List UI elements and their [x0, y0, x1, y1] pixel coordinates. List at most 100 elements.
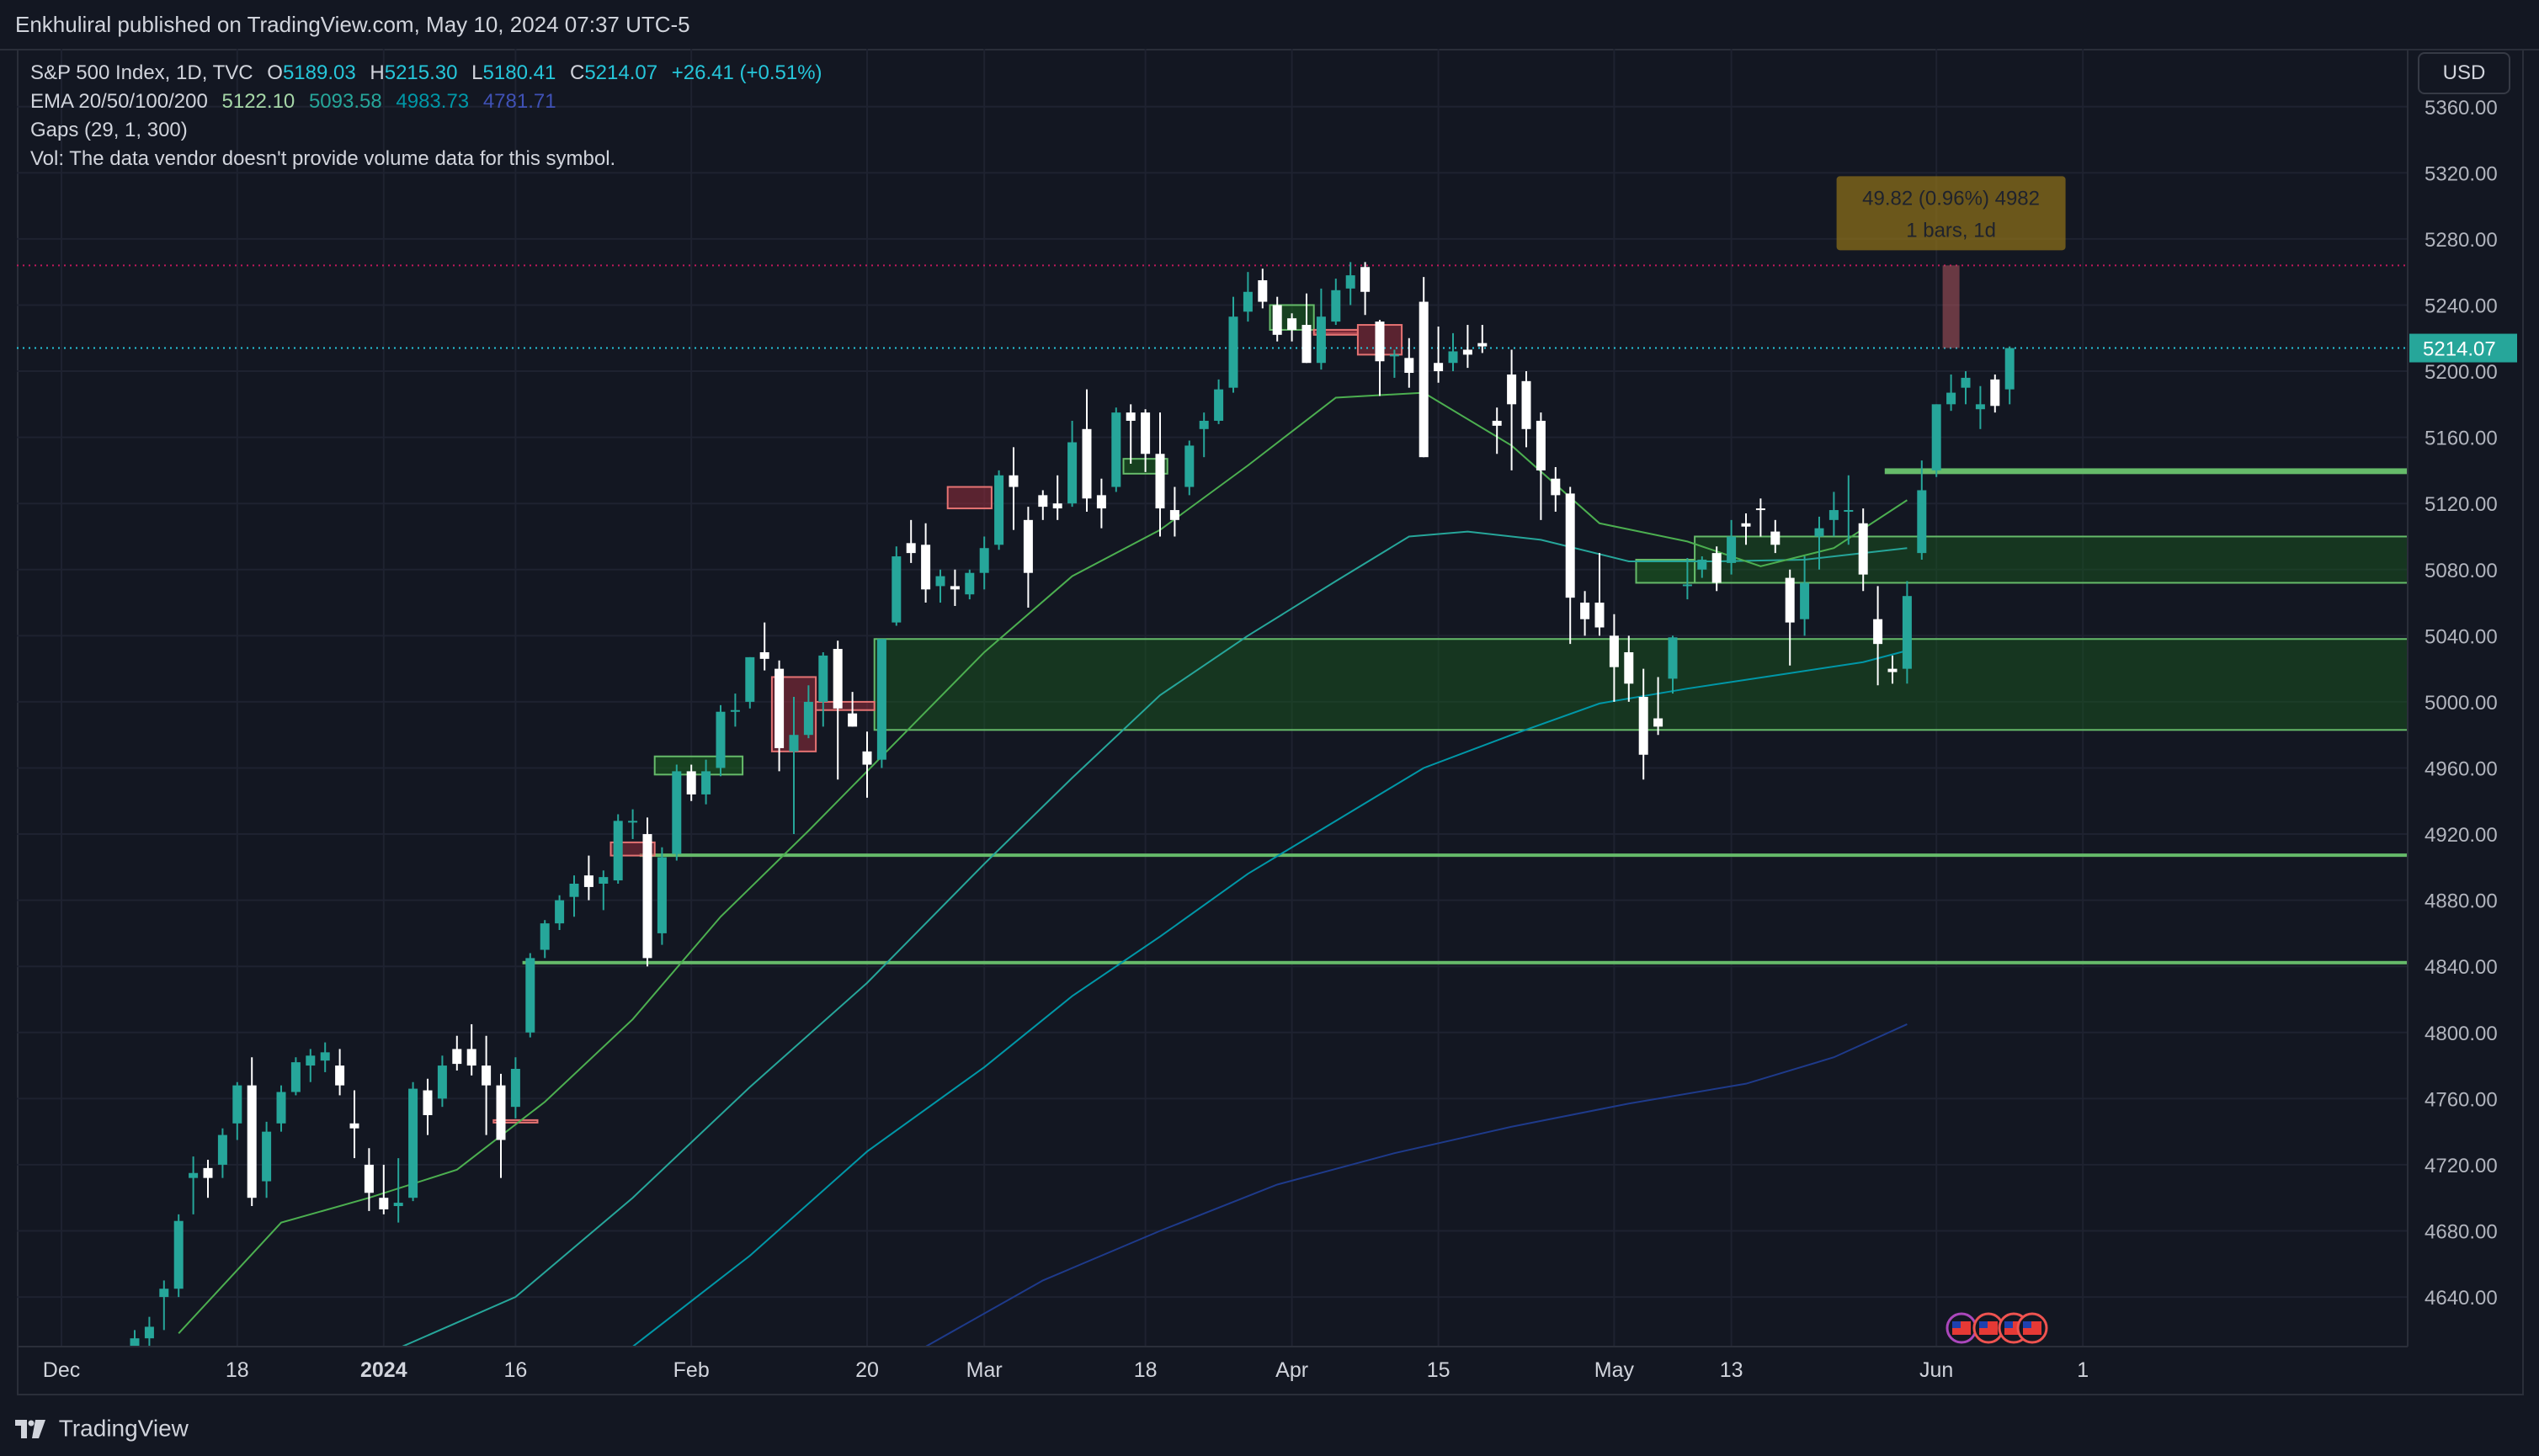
ema-label[interactable]: EMA 20/50/100/200 [30, 90, 208, 113]
measure-line1: 49.82 (0.96%) 4982 [1862, 187, 2040, 210]
candle [1990, 374, 2000, 413]
candle-body [876, 639, 886, 760]
candle-body [1565, 493, 1575, 598]
candle-body [1975, 404, 1985, 410]
y-tick-label: 5280.00 [2425, 229, 2498, 252]
candle [1477, 325, 1488, 353]
candle-body [730, 709, 740, 712]
x-tick-label: 2024 [360, 1358, 407, 1382]
tradingview-logo-icon [15, 1419, 45, 1438]
candle [1272, 296, 1282, 342]
candle [965, 569, 975, 600]
candle-body [1961, 377, 1971, 388]
candle [759, 622, 769, 671]
ohlc-high: H5215.30 [370, 61, 458, 84]
candle-body [657, 857, 667, 933]
candle-body [1096, 495, 1106, 509]
candle [994, 470, 1004, 550]
candle-body [1448, 351, 1458, 364]
candle [921, 523, 931, 603]
candle-body [1419, 301, 1429, 458]
candle [1844, 475, 1854, 545]
candle-body [1638, 697, 1648, 755]
candle-body [423, 1090, 433, 1115]
symbol-row[interactable]: S&P 500 Index, 1D, TVC O5189.03 H5215.30… [30, 59, 831, 88]
candle [335, 1049, 345, 1096]
candle-body [320, 1052, 330, 1061]
candle-body [262, 1131, 272, 1182]
candle [130, 1330, 140, 1347]
flag-canton [1952, 1321, 1961, 1328]
x-tick-label: Feb [673, 1358, 710, 1382]
candle [1755, 498, 1765, 537]
candle-body [379, 1198, 389, 1209]
y-tick-label: 4840.00 [2425, 956, 2498, 979]
candle [1697, 556, 1707, 578]
candle-body [818, 655, 828, 702]
candle-body [642, 834, 652, 959]
candle-body [1477, 343, 1488, 347]
gap-line [522, 960, 2408, 964]
us-flag-icon [2016, 1312, 2048, 1344]
candle-body [1990, 379, 2000, 407]
candle-body [1609, 635, 1619, 667]
candle [1638, 668, 1648, 780]
candle [423, 1078, 433, 1135]
candle [686, 764, 696, 801]
candle [159, 1280, 169, 1331]
candle [247, 1057, 257, 1207]
candle [2004, 346, 2015, 405]
candle [306, 1049, 316, 1082]
candle-body [555, 900, 565, 924]
x-tick-label: Mar [966, 1358, 1003, 1382]
candle-body [892, 556, 902, 623]
candle-body [335, 1065, 345, 1086]
ema-row[interactable]: EMA 20/50/100/200 5122.10 5093.58 4983.7… [30, 88, 831, 116]
gaps-label[interactable]: Gaps (29, 1, 300) [30, 119, 188, 141]
candle [555, 895, 565, 930]
y-tick-label: 4760.00 [2425, 1088, 2498, 1111]
candle [1199, 412, 1209, 458]
y-tick-label: 5160.00 [2425, 428, 2498, 450]
candle-body [1345, 275, 1355, 289]
candle-body [1316, 316, 1326, 364]
currency-button[interactable]: USD [2418, 52, 2510, 94]
top-bar: Enkhuliral published on TradingView.com,… [0, 0, 2539, 50]
y-tick-label: 4800.00 [2425, 1023, 2498, 1045]
candle-body [1887, 668, 1898, 672]
chart-frame[interactable] [17, 49, 2524, 1395]
candle-body [1228, 316, 1238, 388]
candle-body [1272, 305, 1282, 335]
candle [482, 1035, 492, 1135]
candle-body [935, 576, 945, 587]
candle-body [1755, 508, 1765, 511]
candle-body [862, 751, 872, 765]
candle-body [1331, 290, 1341, 322]
candle-body [906, 543, 916, 554]
candle-body [203, 1167, 213, 1178]
candle [774, 660, 785, 772]
symbol-name[interactable]: S&P 500 Index, 1D, TVC [30, 61, 253, 84]
y-tick-label: 5000.00 [2425, 692, 2498, 715]
gaps-row[interactable]: Gaps (29, 1, 300) [30, 116, 831, 145]
candle-body [1594, 603, 1605, 628]
candle-body [437, 1065, 447, 1099]
candle-body [217, 1135, 227, 1165]
y-tick-label: 5200.00 [2425, 361, 2498, 384]
candle-body [965, 572, 975, 595]
candle-body [1800, 582, 1810, 619]
tradingview-logo[interactable]: TradingView [15, 1414, 189, 1443]
candle [935, 569, 945, 603]
ohlc-low: L5180.41 [471, 61, 556, 84]
flag-canton [2023, 1321, 2031, 1328]
candle [701, 759, 711, 805]
y-tick-label: 4920.00 [2425, 824, 2498, 847]
candle-body [1668, 637, 1678, 679]
candle-body [276, 1092, 286, 1124]
candle-body [1052, 503, 1062, 509]
x-tick-label: Dec [43, 1358, 80, 1382]
candle-body [1946, 392, 1956, 405]
measure-tooltip [1836, 176, 2066, 251]
candle-body [1434, 363, 1444, 372]
